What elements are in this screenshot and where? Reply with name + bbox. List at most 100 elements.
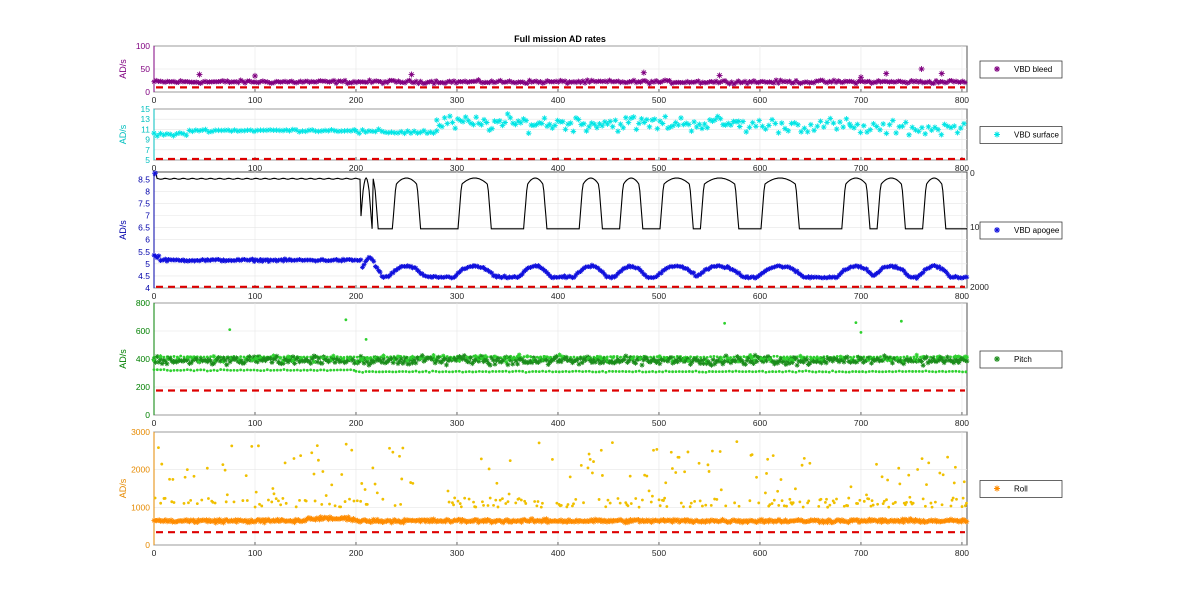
data-point xyxy=(887,369,891,373)
data-point xyxy=(933,78,939,84)
y-axis-label: AD/s xyxy=(118,124,128,144)
data-point xyxy=(644,116,650,123)
data-point xyxy=(877,358,883,364)
data-point xyxy=(339,368,343,372)
data-point xyxy=(535,79,541,86)
data-point xyxy=(524,502,528,505)
data-point xyxy=(240,518,246,524)
data-point xyxy=(776,263,782,269)
data-point xyxy=(752,275,758,281)
data-point xyxy=(574,497,578,501)
data-point xyxy=(724,504,728,508)
data-point xyxy=(180,130,186,137)
data-point xyxy=(925,360,931,366)
data-point xyxy=(400,477,404,481)
data-point xyxy=(182,258,188,264)
data-point xyxy=(363,488,367,491)
data-point xyxy=(244,127,251,134)
x-tick-label: 100 xyxy=(248,291,262,301)
data-point xyxy=(222,79,228,85)
data-point xyxy=(381,370,385,374)
data-point xyxy=(654,360,660,366)
data-point xyxy=(345,355,349,359)
data-point xyxy=(343,515,349,521)
data-point xyxy=(658,357,664,363)
data-point xyxy=(201,257,207,263)
data-point xyxy=(255,257,260,263)
data-point xyxy=(709,78,715,85)
data-point xyxy=(288,358,294,364)
data-point xyxy=(418,356,423,361)
data-point xyxy=(227,257,233,263)
data-point xyxy=(718,450,722,453)
data-point xyxy=(287,355,292,360)
data-point xyxy=(340,79,346,85)
data-point xyxy=(211,354,216,359)
data-point xyxy=(931,370,934,374)
data-point xyxy=(794,370,798,374)
data-point xyxy=(671,467,674,470)
data-point xyxy=(638,356,643,361)
data-point xyxy=(395,266,401,271)
data-point xyxy=(299,518,305,524)
data-point xyxy=(232,258,238,264)
data-point xyxy=(772,264,777,270)
data-point xyxy=(670,264,676,270)
data-point xyxy=(811,127,817,134)
data-point xyxy=(507,492,511,496)
data-point xyxy=(398,356,404,362)
data-point xyxy=(335,368,339,372)
data-point xyxy=(699,356,702,359)
data-point xyxy=(519,498,523,502)
data-point xyxy=(375,491,379,495)
data-point xyxy=(289,78,295,84)
data-point xyxy=(597,498,601,501)
y-tick-label: 50 xyxy=(141,64,151,74)
data-point xyxy=(542,354,548,360)
data-point xyxy=(154,133,161,139)
y-axis-label: AD/s xyxy=(118,478,128,498)
data-point xyxy=(770,502,774,505)
data-point xyxy=(391,450,395,454)
data-point xyxy=(618,358,624,364)
data-point xyxy=(544,269,550,275)
data-point xyxy=(235,80,242,86)
data-point xyxy=(546,121,553,128)
data-point xyxy=(382,360,388,366)
data-point xyxy=(245,357,251,363)
data-point xyxy=(502,119,508,126)
data-point xyxy=(184,79,190,85)
data-point xyxy=(602,272,608,278)
data-point xyxy=(344,442,348,446)
data-point xyxy=(199,127,206,133)
data-point xyxy=(375,126,382,132)
data-point xyxy=(332,359,338,365)
data-point xyxy=(637,79,644,85)
data-point xyxy=(953,78,959,84)
data-point xyxy=(433,117,440,123)
data-point xyxy=(361,371,365,374)
data-point xyxy=(562,273,567,279)
data-point xyxy=(965,501,968,505)
data-point xyxy=(356,130,363,137)
x-tick-label: 600 xyxy=(753,548,767,558)
data-point xyxy=(571,275,577,280)
data-point xyxy=(695,78,701,84)
data-point xyxy=(657,370,661,373)
data-point xyxy=(644,79,650,85)
data-point xyxy=(631,264,637,270)
data-point xyxy=(694,369,698,373)
data-point xyxy=(921,370,924,373)
data-point xyxy=(344,127,351,134)
data-point xyxy=(774,370,778,374)
data-point xyxy=(742,78,748,84)
data-point xyxy=(519,357,525,363)
data-point xyxy=(800,79,806,86)
data-point xyxy=(269,517,275,524)
data-point xyxy=(858,498,862,502)
data-point xyxy=(342,360,348,366)
data-point xyxy=(641,357,647,363)
data-point xyxy=(823,360,829,366)
data-point xyxy=(524,266,530,271)
data-point xyxy=(574,369,578,373)
